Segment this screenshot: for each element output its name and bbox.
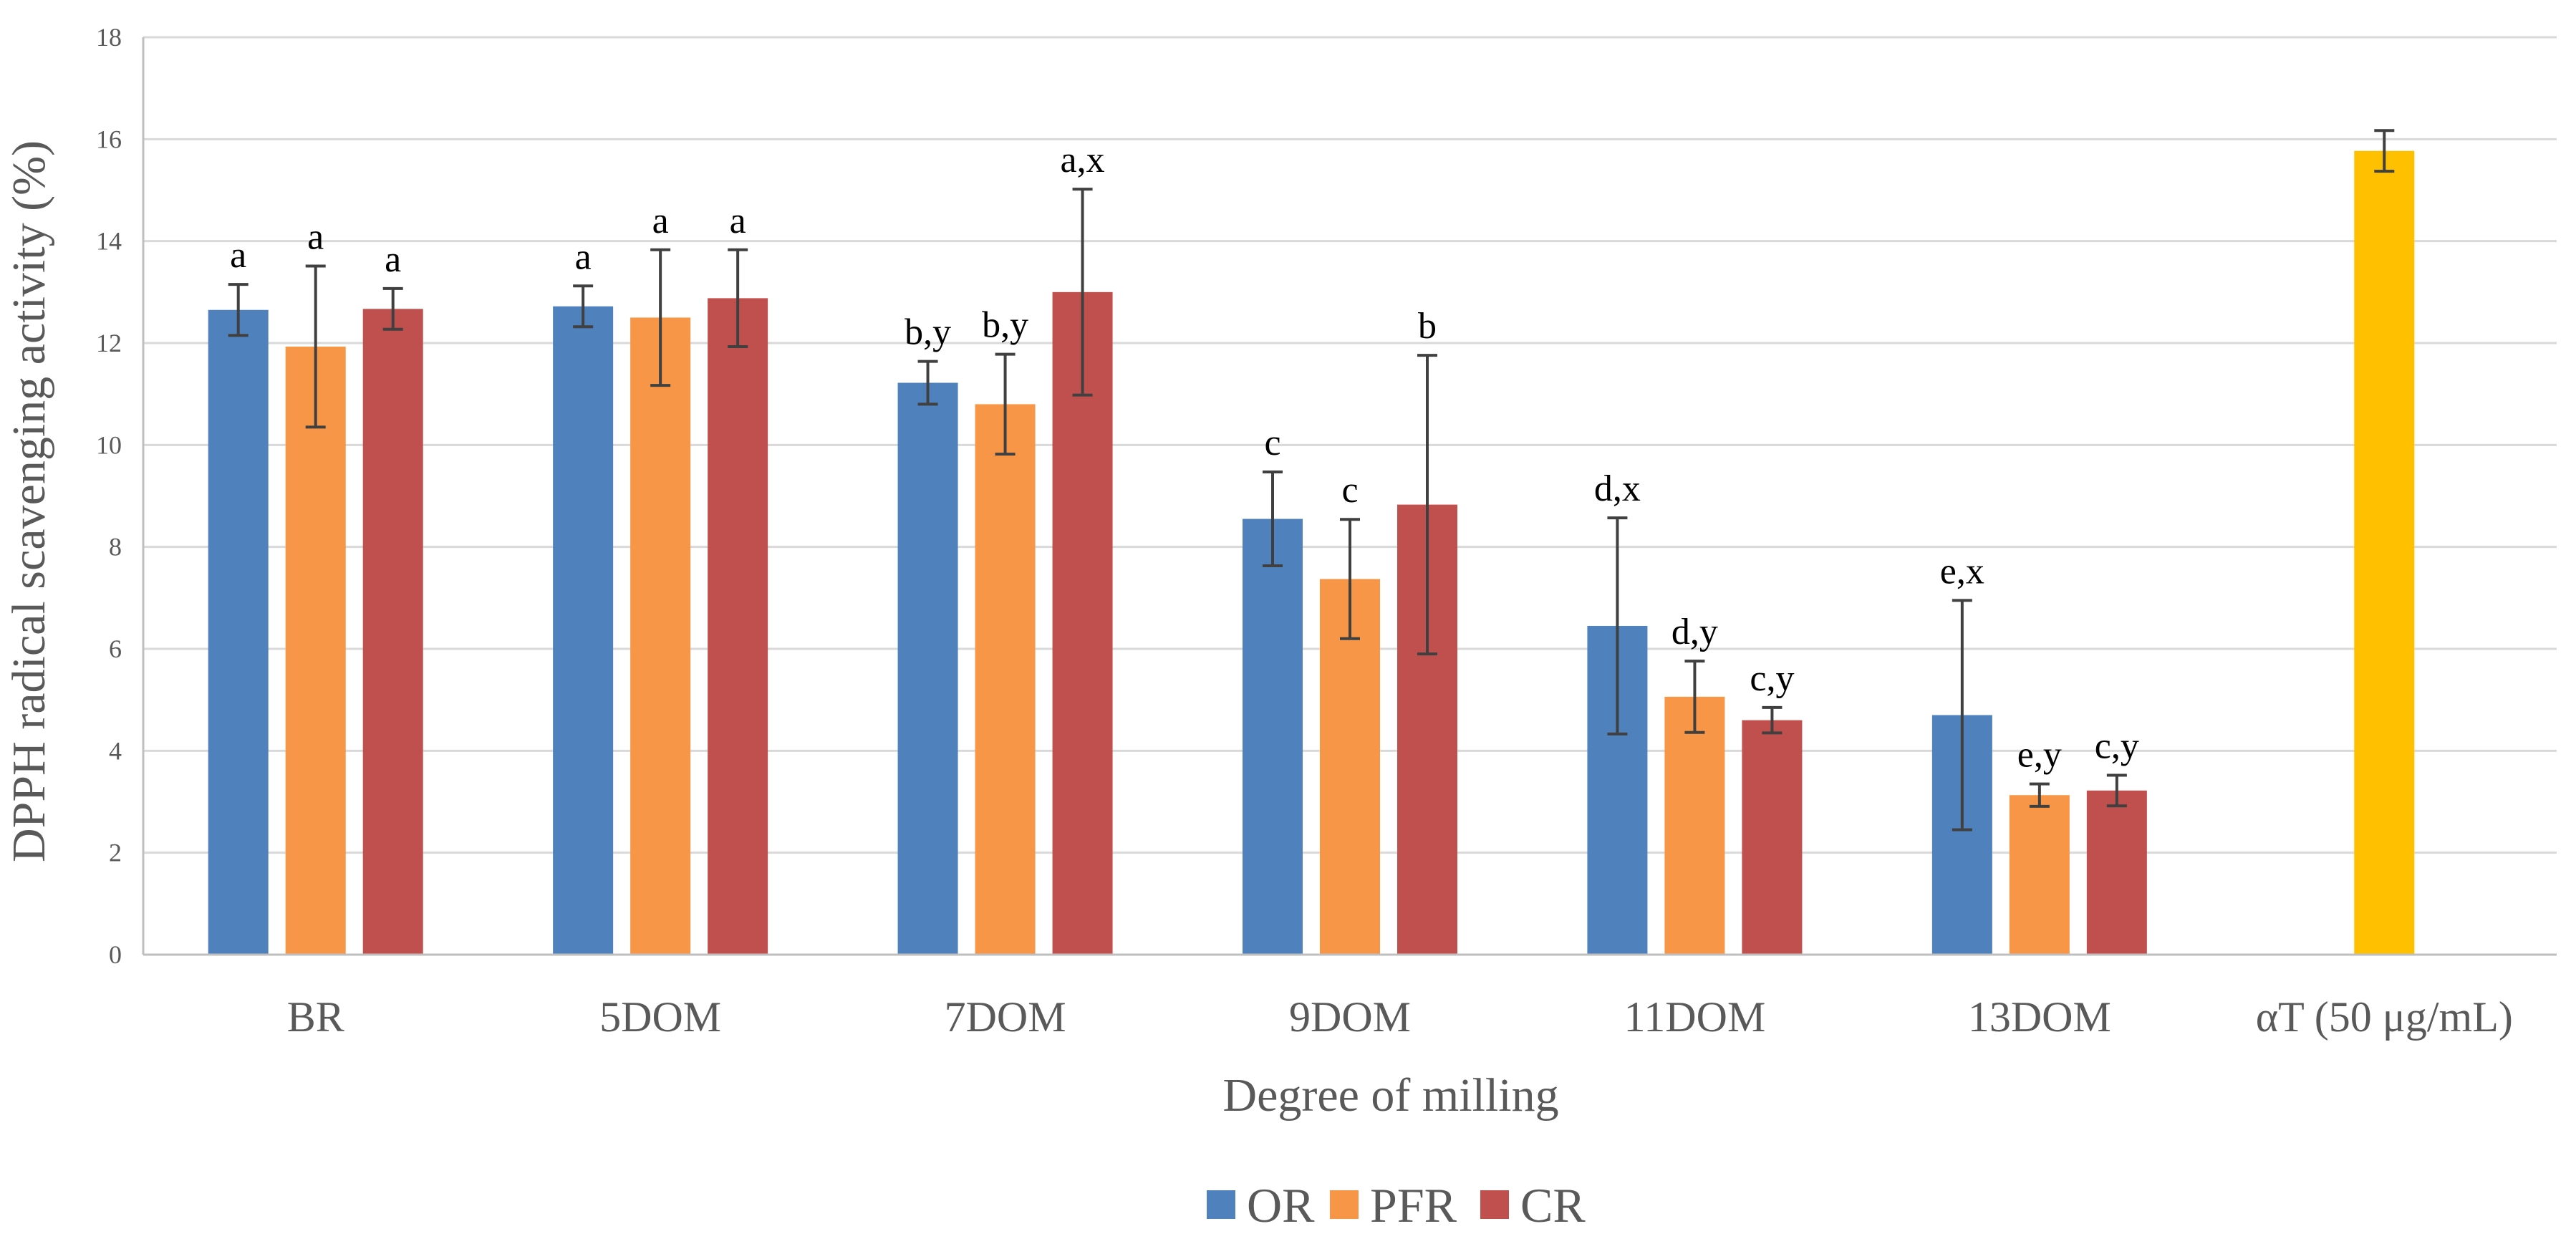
legend-swatch bbox=[1207, 1190, 1235, 1219]
data-label: d,x bbox=[1594, 468, 1641, 509]
x-tick-label: 5DOM bbox=[599, 993, 721, 1041]
significance-labels: a a a a a a b,y b,y a,x c c b d,x d,y c,y e,x e,y c,y bbox=[230, 140, 2139, 776]
x-tick-label: αT (50 μg/mL) bbox=[2256, 993, 2513, 1041]
data-label: e,y bbox=[2017, 735, 2062, 776]
legend-swatch bbox=[1480, 1190, 1509, 1219]
bar bbox=[1052, 291, 1113, 955]
gridlines bbox=[143, 36, 2557, 854]
bar bbox=[2086, 790, 2147, 955]
data-label: c bbox=[1341, 470, 1358, 511]
data-label: a bbox=[230, 235, 246, 276]
y-tick-label: 4 bbox=[109, 736, 122, 765]
error-bars bbox=[228, 129, 2395, 831]
data-label: b,y bbox=[905, 312, 951, 353]
data-label: c,y bbox=[2095, 725, 2139, 766]
axes: 0 2 4 6 8 10 12 14 16 18 BR 5DOM 7DOM 9DOM 11DOM 13DOM α… bbox=[96, 23, 2557, 1041]
x-tick-label: BR bbox=[287, 993, 344, 1041]
y-tick-label: 6 bbox=[109, 635, 122, 663]
data-label: d,y bbox=[1671, 612, 1718, 652]
bar bbox=[1664, 696, 1725, 955]
data-label: a bbox=[575, 236, 592, 277]
bar bbox=[362, 309, 423, 955]
data-label: a bbox=[652, 201, 669, 241]
bar bbox=[1320, 579, 1380, 955]
data-label: e,x bbox=[1940, 551, 1984, 592]
data-label: a bbox=[730, 201, 746, 241]
data-label: a,x bbox=[1061, 140, 1105, 180]
bar bbox=[975, 404, 1036, 955]
y-tick-label: 8 bbox=[109, 533, 122, 561]
data-label: b,y bbox=[982, 305, 1028, 346]
bar bbox=[208, 309, 269, 955]
x-axis-title: Degree of milling bbox=[1222, 1069, 1558, 1122]
bar bbox=[2354, 150, 2415, 955]
y-tick-label: 18 bbox=[96, 23, 122, 52]
bar bbox=[1742, 720, 1803, 955]
x-tick-label: 13DOM bbox=[1968, 993, 2111, 1041]
bar bbox=[2009, 795, 2070, 955]
y-tick-label: 10 bbox=[96, 430, 122, 459]
y-tick-label: 12 bbox=[96, 329, 122, 357]
data-label: c bbox=[1264, 423, 1280, 463]
y-tick-label: 2 bbox=[109, 839, 122, 867]
legend-label: PFR bbox=[1370, 1178, 1457, 1233]
bar bbox=[708, 298, 768, 955]
x-tick-label: 7DOM bbox=[945, 993, 1066, 1041]
data-label: a bbox=[385, 239, 401, 280]
bar bbox=[897, 382, 958, 955]
legend: OR PFR CR bbox=[1207, 1178, 1586, 1233]
legend-swatch bbox=[1330, 1190, 1359, 1219]
y-axis-title: DPPH radical scavenging activity (%) bbox=[3, 140, 55, 862]
data-label: c,y bbox=[1750, 658, 1794, 699]
data-label: b bbox=[1418, 306, 1437, 347]
y-tick-label: 14 bbox=[96, 227, 122, 256]
bars bbox=[208, 150, 2415, 955]
legend-label: OR bbox=[1247, 1178, 1315, 1233]
bar bbox=[285, 346, 346, 955]
x-tick-label: 11DOM bbox=[1624, 993, 1766, 1041]
bar bbox=[553, 306, 614, 955]
y-tick-label: 16 bbox=[96, 125, 122, 153]
y-tick-label: 0 bbox=[109, 940, 122, 969]
bar bbox=[630, 317, 691, 955]
legend-label: CR bbox=[1520, 1178, 1586, 1233]
x-tick-label: 9DOM bbox=[1289, 993, 1411, 1041]
data-label: a bbox=[307, 217, 324, 258]
bar bbox=[1243, 519, 1303, 955]
